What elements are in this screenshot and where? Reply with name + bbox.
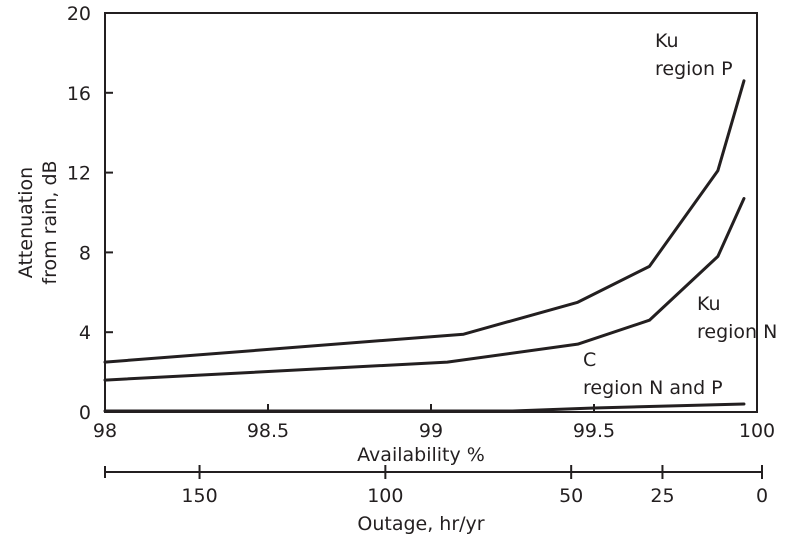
y-tick-label: 12	[67, 163, 91, 185]
y-axis-label: Attenuation from rain, dB	[15, 160, 61, 284]
series-line-ku-region-p	[103, 79, 746, 364]
x-tick-label: 99.5	[573, 420, 615, 442]
series-line-c-region-n-and-p	[103, 402, 746, 413]
series-label: Ku region N	[697, 293, 777, 343]
secondary-tick-label: 50	[559, 485, 583, 507]
y-axis-label-line: from rain, dB	[39, 160, 61, 284]
series-label: Ku region P	[655, 30, 733, 80]
series-label-line: region N and P	[583, 377, 723, 399]
x-axis-label: Availability %	[357, 444, 485, 466]
series-label-line: region N	[697, 321, 777, 343]
x-tick-label: 98	[93, 420, 117, 442]
x-tick-label: 99	[419, 420, 443, 442]
secondary-tick-label: 25	[650, 485, 674, 507]
series-label-line: Ku	[655, 30, 679, 52]
secondary-tick-label: 100	[367, 485, 403, 507]
series-label-line: Ku	[697, 293, 721, 315]
y-tick-label: 8	[79, 242, 91, 264]
y-tick-label: 0	[79, 402, 91, 424]
secondary-tick-label: 0	[756, 485, 768, 507]
y-tick-label: 20	[67, 3, 91, 25]
y-tick-label: 4	[79, 322, 91, 344]
y-axis-label-line: Attenuation	[15, 167, 37, 278]
x-tick-label: 98.5	[247, 420, 289, 442]
secondary-axis-label: Outage, hr/yr	[357, 513, 484, 535]
y-tick-label: 16	[67, 83, 91, 105]
series-label-line: C	[583, 349, 596, 371]
x-tick-label: 100	[739, 420, 775, 442]
series-label-line: region P	[655, 58, 733, 80]
series-line-ku-region-n	[103, 197, 746, 382]
secondary-tick-label: 150	[181, 485, 217, 507]
